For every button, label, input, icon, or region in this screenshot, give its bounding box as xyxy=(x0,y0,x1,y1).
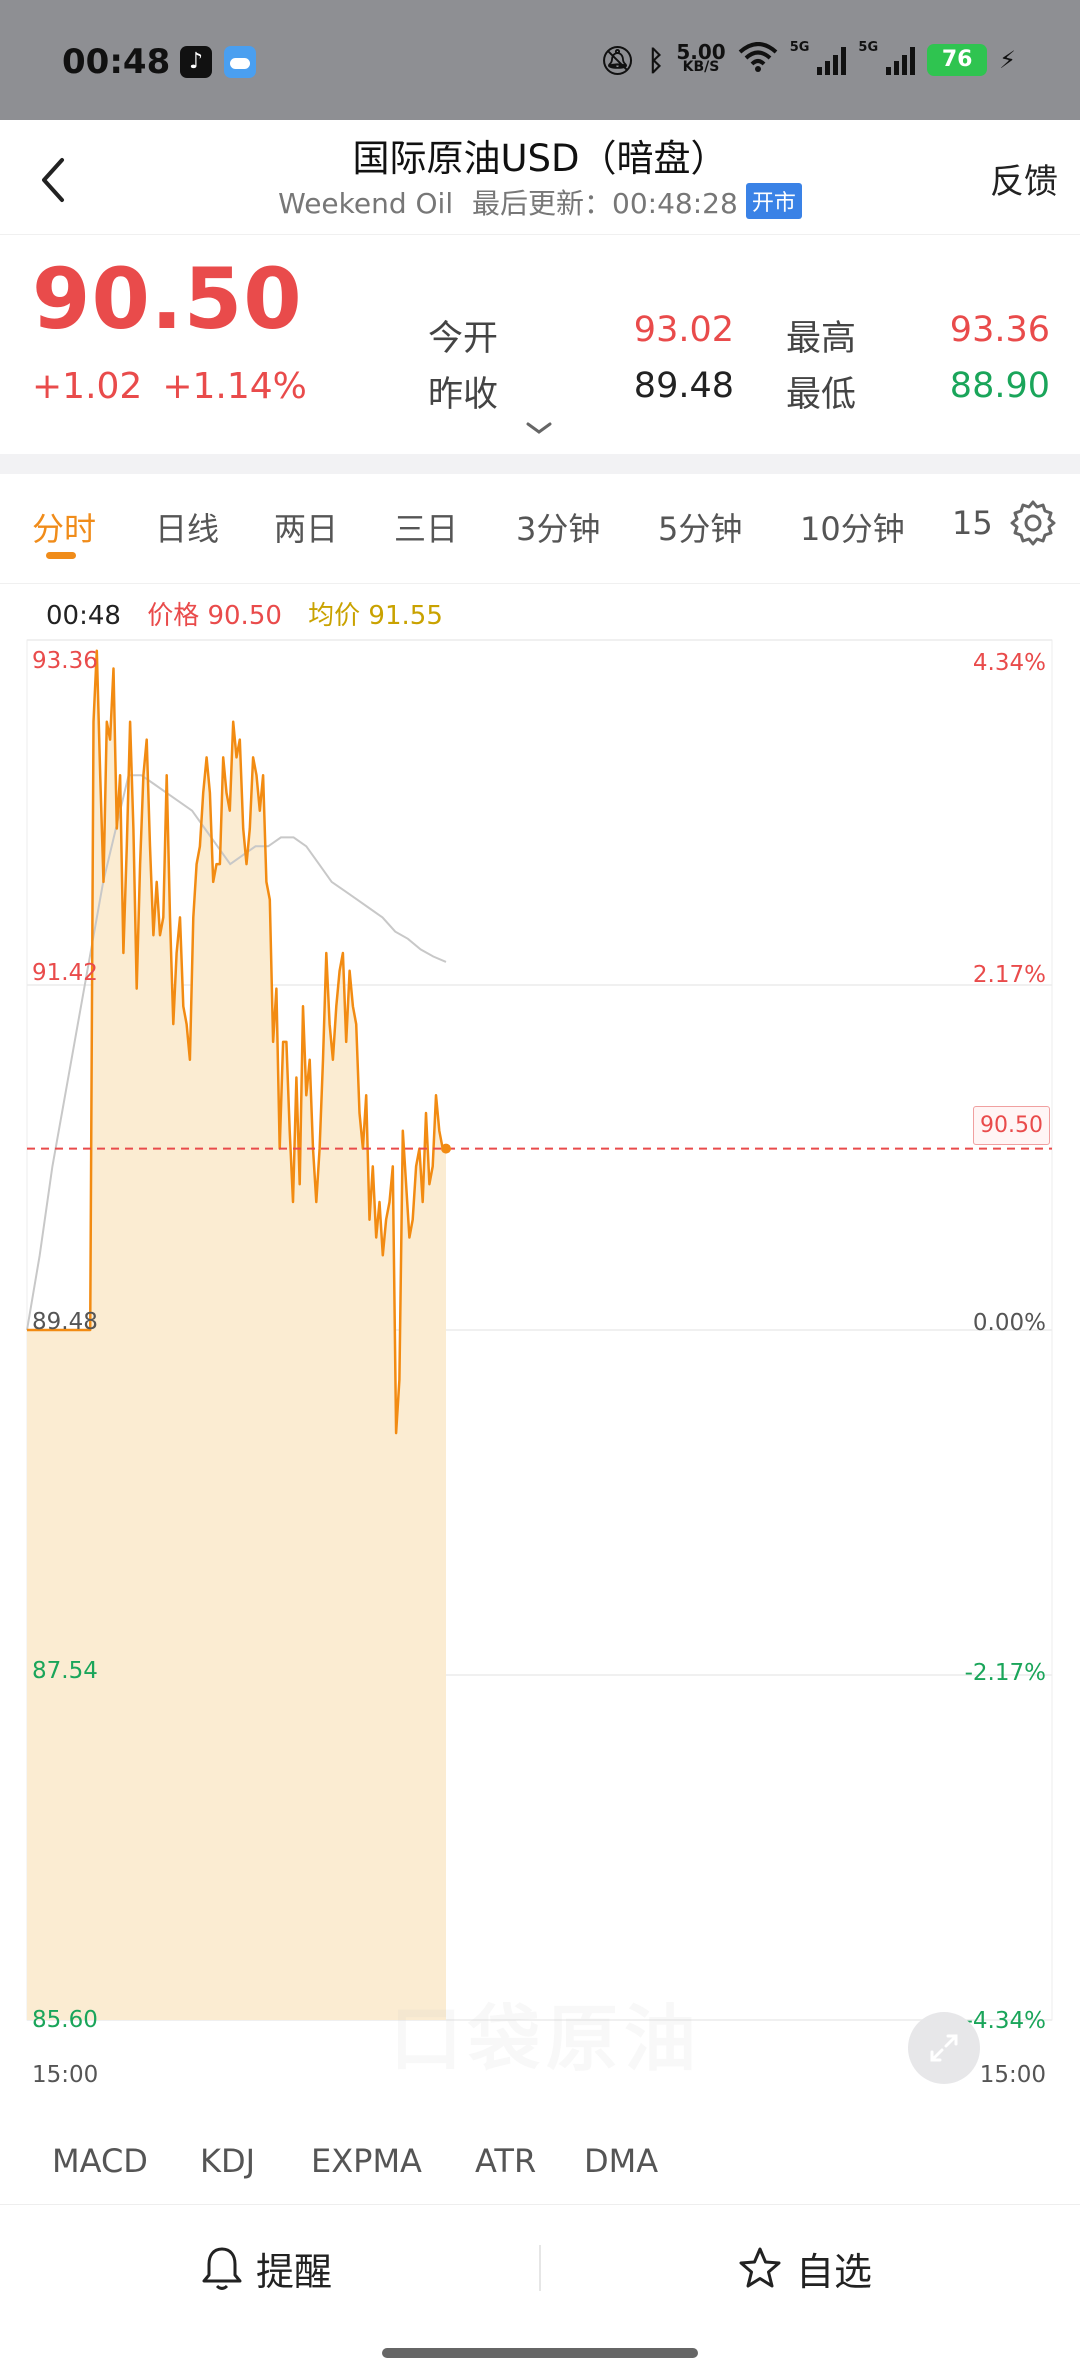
low-label: 最低 xyxy=(786,375,857,415)
signal-icon-a xyxy=(817,45,847,75)
tab-daily[interactable]: 日线 xyxy=(155,510,220,548)
fullscreen-button[interactable] xyxy=(908,2012,980,2084)
indicator-atr[interactable]: ATR xyxy=(475,2142,537,2180)
tab-two-day[interactable]: 两日 xyxy=(274,510,339,548)
expand-chevron-icon[interactable] xyxy=(522,418,556,438)
period-tabs: 分时 日线 两日 三日 3分钟 5分钟 10分钟 15 xyxy=(0,474,1080,584)
y-tick-left-2: 91.42 xyxy=(32,960,98,986)
alert-label: 提醒 xyxy=(256,2250,333,2294)
price-change: +1.02 +1.14% xyxy=(32,366,307,407)
page-subtitle: Weekend Oil 最后更新：00:48:28 开市 xyxy=(0,182,1080,222)
avg-price-line xyxy=(26,774,447,1331)
bottom-action-bar: 提醒 自选 xyxy=(0,2204,1080,2334)
expand-arrows-icon xyxy=(930,2034,958,2062)
home-indicator xyxy=(382,2348,698,2358)
tab-three-day[interactable]: 三日 xyxy=(394,510,459,548)
price-line xyxy=(27,649,446,1435)
high-label: 最高 xyxy=(786,319,857,359)
wifi-icon xyxy=(738,41,778,79)
info-time: 00:48 xyxy=(46,601,121,631)
tab-5min[interactable]: 5分钟 xyxy=(658,510,743,548)
header: 国际原油USD（暗盘） Weekend Oil 最后更新：00:48:28 开市 … xyxy=(0,120,1080,235)
bell-icon xyxy=(202,2247,242,2290)
y-tick-left-3: 89.48 xyxy=(32,1309,98,1335)
active-tab-indicator xyxy=(46,552,76,559)
battery-icon: 76 xyxy=(927,44,988,76)
tab-15min[interactable]: 15 xyxy=(952,504,993,542)
info-avg-price: 均价 91.55 xyxy=(308,601,443,631)
prev-close-label: 昨收 xyxy=(428,375,499,415)
section-divider xyxy=(0,454,1080,474)
prev-close-value: 89.48 xyxy=(633,366,734,406)
gear-icon[interactable] xyxy=(1008,498,1058,548)
network-speed: 5.00 KB/S xyxy=(676,40,726,75)
bottom-divider xyxy=(539,2245,541,2291)
star-icon xyxy=(739,2247,781,2287)
y-tick-right-1: 4.34% xyxy=(972,650,1046,676)
watchlist-label: 自选 xyxy=(796,2250,873,2294)
y-tick-left-4: 87.54 xyxy=(32,1658,98,1684)
price-area-fill xyxy=(27,650,446,2021)
bluetooth-icon: ᛒ xyxy=(647,43,665,77)
watermark: 口袋原油 xyxy=(390,1997,703,2081)
tab-3min[interactable]: 3分钟 xyxy=(516,510,601,548)
network-type-b: 5G xyxy=(858,40,879,55)
intraday-chart[interactable] xyxy=(0,620,1080,2080)
charging-icon: ⚡︎ xyxy=(999,46,1016,74)
mute-icon: 🔕︎ xyxy=(599,43,636,77)
tiktok-icon: ♪ xyxy=(180,46,212,78)
weather-icon xyxy=(224,46,256,78)
indicator-kdj[interactable]: KDJ xyxy=(200,2142,256,2180)
alert-button[interactable]: 提醒 xyxy=(200,2241,332,2296)
y-tick-right-4: -2.17% xyxy=(964,1660,1046,1686)
change-percent: +1.14% xyxy=(162,366,307,407)
tab-intraday[interactable]: 分时 xyxy=(32,510,97,548)
y-tick-left-1: 93.36 xyxy=(32,648,98,674)
y-tick-right-5: -4.34% xyxy=(964,2008,1046,2034)
signal-icon-b xyxy=(886,45,916,75)
chart-canvas xyxy=(26,639,1053,2021)
open-value: 93.02 xyxy=(633,310,734,350)
feedback-button[interactable]: 反馈 xyxy=(990,162,1058,202)
y-tick-left-5: 85.60 xyxy=(32,2007,98,2033)
watchlist-button[interactable]: 自选 xyxy=(736,2241,872,2296)
open-label: 今开 xyxy=(428,319,499,359)
low-value: 88.90 xyxy=(949,366,1050,406)
status-indicators: 🔕︎ ᛒ 5.00 KB/S 5G 5G 76 ⚡︎ xyxy=(600,40,1016,80)
back-icon[interactable] xyxy=(30,150,80,210)
market-status-badge: 开市 xyxy=(745,183,802,219)
y-tick-right-3: 0.00% xyxy=(972,1310,1046,1336)
quote-panel: 90.50 +1.02 +1.14% 今开 93.02 最高 93.36 昨收 8… xyxy=(0,236,1080,454)
status-bar: 00:48 ♪ 🔕︎ ᛒ 5.00 KB/S 5G 5G 76 ⚡︎ xyxy=(0,0,1080,120)
network-type-a: 5G xyxy=(789,40,810,55)
indicator-tabs: MACD KDJ EXPMA ATR DMA xyxy=(0,2130,1080,2200)
last-price-tag: 90.50 xyxy=(973,1106,1050,1145)
change-value: +1.02 xyxy=(32,366,143,407)
indicator-dma[interactable]: DMA xyxy=(584,2142,659,2180)
x-axis-start: 15:00 xyxy=(32,2062,99,2088)
page-title: 国际原油USD（暗盘） xyxy=(352,137,728,180)
chart-crosshair-info: 00:48 价格 90.50 均价 91.55 xyxy=(46,595,461,632)
indicator-macd[interactable]: MACD xyxy=(52,2142,148,2180)
current-price: 90.50 xyxy=(32,250,303,348)
last-price-dot xyxy=(441,1143,451,1154)
status-time: 00:48 xyxy=(62,42,171,82)
tab-10min[interactable]: 10分钟 xyxy=(800,510,905,548)
info-price: 价格 90.50 xyxy=(147,601,282,631)
high-value: 93.36 xyxy=(949,310,1050,350)
y-tick-right-2: 2.17% xyxy=(972,962,1046,988)
x-axis-end: 15:00 xyxy=(979,2062,1046,2088)
indicator-expma[interactable]: EXPMA xyxy=(311,2142,422,2180)
